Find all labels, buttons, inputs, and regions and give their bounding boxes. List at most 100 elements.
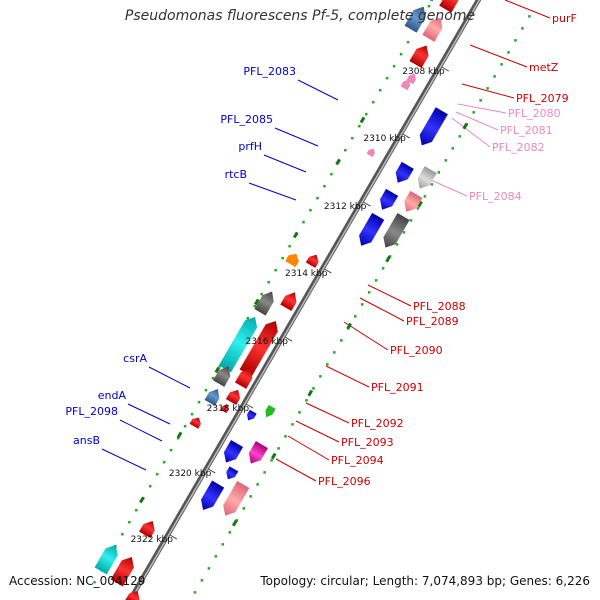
gc-dot (93, 580, 96, 584)
gc-dot (218, 364, 222, 368)
csrA-feature (265, 404, 276, 418)
leader-line (325, 365, 370, 388)
gc-dots (93, 4, 531, 594)
gene-label-right: PFL_2080 (508, 107, 561, 120)
leader-line (263, 154, 307, 173)
gc-dot (326, 363, 329, 366)
gc-dot (406, 40, 410, 44)
gene-label-right: PFL_2092 (351, 417, 404, 430)
gene-label-right: metZ (529, 61, 559, 74)
gc-dash (359, 116, 366, 124)
rtcB-feature-b (380, 188, 399, 210)
map-title: Pseudomonas fluorescens Pf-5, complete g… (124, 8, 476, 24)
gc-dot (200, 579, 204, 582)
gc-dot (344, 148, 347, 152)
gene-label-left: PFL_2085 (220, 113, 273, 126)
gc-dot (402, 231, 406, 234)
gc-dot (235, 519, 239, 522)
gene-labels: PFL_2083 PFL_2085 prfH rtcB csrA endA PFL_2098… (65, 12, 576, 488)
PFL_2096-feature (189, 417, 201, 429)
PFL_2089-feature-b (254, 291, 274, 316)
gc-dot (197, 400, 201, 404)
gc-dash (176, 431, 183, 439)
leader-line (367, 284, 412, 307)
PFL_2083-feature (419, 107, 448, 146)
gc-dot (242, 507, 245, 510)
gc-dot (399, 52, 403, 56)
gc-dash (214, 366, 221, 374)
gc-dot (253, 304, 257, 308)
gc-dot (364, 112, 368, 116)
gc-dot (183, 424, 187, 428)
gc-dot (353, 315, 357, 318)
gc-dot (291, 423, 294, 426)
PFL_2091-feature-c (213, 366, 231, 387)
gc-dot (148, 484, 152, 488)
gene-label-right: PFL_2093 (341, 436, 394, 449)
gc-dash (307, 389, 314, 397)
gc-dot (333, 351, 336, 354)
gc-dot (507, 51, 510, 54)
leader-line (287, 435, 330, 461)
leader-line (359, 297, 405, 322)
downstream-feature-b (110, 556, 134, 587)
gene-label-right: purF (552, 12, 577, 25)
gc-dot (374, 279, 378, 282)
gc-dot (260, 292, 263, 296)
gc-dot (204, 388, 208, 392)
gc-dot (121, 532, 124, 536)
tick-mark (324, 268, 332, 274)
gc-dot (371, 100, 375, 104)
leader-line (457, 103, 507, 114)
leader-line (455, 111, 499, 131)
backbone-track (127, 0, 482, 600)
PFL_2091-feature-a (218, 316, 258, 373)
PFL_2089-feature-a (280, 292, 297, 312)
leader-line (469, 44, 528, 68)
gc-dot (330, 172, 333, 176)
gc-dash (254, 298, 260, 306)
PFL_2080-feature (400, 79, 411, 91)
gc-dot (281, 256, 284, 260)
tick-label: 2322 kbp (131, 535, 174, 545)
gc-dot (319, 375, 322, 378)
gc-dot (312, 387, 315, 390)
PFL_2093-feature (204, 389, 220, 406)
gc-dot (423, 195, 427, 198)
rtcB-feature-d (359, 212, 385, 246)
gc-dot (305, 399, 308, 402)
gene-label-right: PFL_2091 (371, 381, 424, 394)
gc-dash (346, 322, 352, 330)
PFL_2085-feature (417, 166, 437, 189)
PFL_2090-feature (239, 321, 278, 377)
gene-label-right: PFL_2096 (318, 475, 371, 488)
leader-line (274, 127, 319, 147)
purF-neighbor-feature (420, 0, 442, 2)
gc-dot (360, 303, 364, 306)
gc-dash (139, 496, 145, 504)
downstream-feature-d (125, 590, 140, 600)
gc-dot (135, 508, 138, 512)
gc-dot (340, 339, 343, 342)
gc-dot (392, 64, 396, 68)
PFL_2088-feature-b (285, 253, 299, 268)
gc-dot (381, 267, 385, 270)
gc-dot (284, 435, 287, 438)
rtcB-feature-a (404, 190, 423, 212)
leader-line (295, 420, 340, 443)
gc-dot (430, 183, 434, 186)
gc-dot (256, 483, 259, 486)
gc-dot (514, 39, 517, 42)
leader-line (148, 366, 191, 389)
PFL_2098-neighbor-feature (226, 466, 239, 480)
gc-dash (462, 122, 469, 130)
leader-line (119, 419, 163, 442)
gc-dot (479, 99, 482, 102)
gene-label-right: PFL_2082 (492, 141, 545, 154)
gc-dot (451, 147, 455, 150)
tick-label: 2310 kbp (363, 134, 406, 144)
gene-label-right: PFL_2094 (331, 454, 384, 467)
gc-dot (267, 280, 270, 284)
leader-lines (101, 0, 551, 482)
